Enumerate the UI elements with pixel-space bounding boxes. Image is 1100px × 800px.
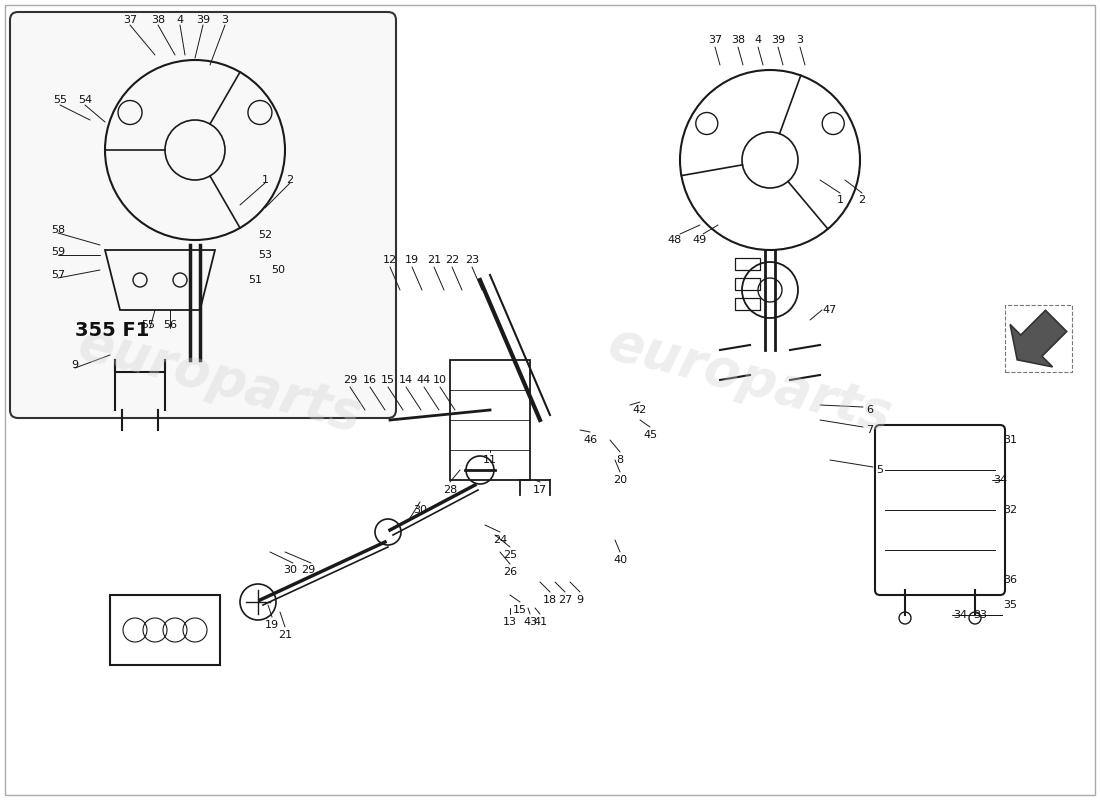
Text: 23: 23 xyxy=(465,255,480,265)
Text: 5: 5 xyxy=(877,465,883,475)
FancyBboxPatch shape xyxy=(10,12,396,418)
Text: 39: 39 xyxy=(196,15,210,25)
Bar xyxy=(735,258,760,270)
Text: 43: 43 xyxy=(522,617,537,627)
Text: 9: 9 xyxy=(576,595,584,605)
Text: 41: 41 xyxy=(532,617,547,627)
Text: 12: 12 xyxy=(383,255,397,265)
Text: 10: 10 xyxy=(433,375,447,385)
Text: 59: 59 xyxy=(51,247,65,257)
Text: 25: 25 xyxy=(503,550,517,560)
Text: 24: 24 xyxy=(493,535,507,545)
Text: europarts: europarts xyxy=(603,317,898,443)
Text: 46: 46 xyxy=(583,435,597,445)
Text: 34: 34 xyxy=(953,610,967,620)
Text: europarts: europarts xyxy=(73,317,367,443)
Text: 55: 55 xyxy=(53,95,67,105)
Text: 19: 19 xyxy=(405,255,419,265)
Text: 53: 53 xyxy=(258,250,272,260)
Text: 3: 3 xyxy=(796,35,803,45)
Text: 4: 4 xyxy=(176,15,184,25)
Text: 37: 37 xyxy=(123,15,138,25)
Text: 47: 47 xyxy=(823,305,837,315)
Text: 32: 32 xyxy=(1003,505,1018,515)
Text: 18: 18 xyxy=(543,595,557,605)
Text: 42: 42 xyxy=(632,405,647,415)
Bar xyxy=(110,595,220,665)
Text: 45: 45 xyxy=(642,430,657,440)
Text: 16: 16 xyxy=(363,375,377,385)
Text: 6: 6 xyxy=(867,405,873,415)
Text: 39: 39 xyxy=(771,35,785,45)
Text: 355 F1: 355 F1 xyxy=(75,321,150,339)
Text: 9: 9 xyxy=(72,360,78,370)
Text: 17: 17 xyxy=(532,485,547,495)
Text: 58: 58 xyxy=(51,225,65,235)
Text: 34: 34 xyxy=(993,475,1008,485)
Text: 1: 1 xyxy=(836,195,844,205)
Text: 13: 13 xyxy=(503,617,517,627)
Text: 1: 1 xyxy=(262,175,268,185)
Text: 22: 22 xyxy=(444,255,459,265)
Polygon shape xyxy=(1010,310,1067,367)
Text: 38: 38 xyxy=(730,35,745,45)
Text: 29: 29 xyxy=(301,565,315,575)
Text: 31: 31 xyxy=(1003,435,1018,445)
Text: 27: 27 xyxy=(558,595,572,605)
Text: 7: 7 xyxy=(867,425,873,435)
Text: 4: 4 xyxy=(755,35,761,45)
Text: 50: 50 xyxy=(271,265,285,275)
Text: 20: 20 xyxy=(613,475,627,485)
Text: 30: 30 xyxy=(412,505,427,515)
Text: 33: 33 xyxy=(974,610,987,620)
Text: 36: 36 xyxy=(1003,575,1018,585)
Text: 14: 14 xyxy=(399,375,414,385)
Text: 2: 2 xyxy=(858,195,866,205)
Text: 40: 40 xyxy=(613,555,627,565)
Bar xyxy=(735,278,760,290)
Text: 11: 11 xyxy=(483,455,497,465)
Text: 55: 55 xyxy=(141,320,155,330)
Text: 56: 56 xyxy=(163,320,177,330)
Text: 38: 38 xyxy=(151,15,165,25)
Text: 26: 26 xyxy=(503,567,517,577)
Text: 48: 48 xyxy=(668,235,682,245)
Text: 30: 30 xyxy=(283,565,297,575)
Text: 3: 3 xyxy=(221,15,229,25)
Text: 51: 51 xyxy=(248,275,262,285)
Text: 19: 19 xyxy=(265,620,279,630)
Text: 44: 44 xyxy=(417,375,431,385)
Text: 15: 15 xyxy=(513,605,527,615)
Text: 52: 52 xyxy=(257,230,272,240)
Text: 49: 49 xyxy=(693,235,707,245)
Bar xyxy=(450,360,530,480)
Text: 28: 28 xyxy=(443,485,458,495)
Text: 21: 21 xyxy=(278,630,293,640)
Text: 37: 37 xyxy=(708,35,722,45)
Text: 15: 15 xyxy=(381,375,395,385)
Text: 29: 29 xyxy=(343,375,358,385)
Bar xyxy=(735,298,760,310)
Text: 54: 54 xyxy=(78,95,92,105)
Bar xyxy=(1005,306,1071,372)
Text: 57: 57 xyxy=(51,270,65,280)
Text: 21: 21 xyxy=(427,255,441,265)
Text: 35: 35 xyxy=(1003,600,1018,610)
Text: 2: 2 xyxy=(286,175,294,185)
Text: 8: 8 xyxy=(616,455,624,465)
